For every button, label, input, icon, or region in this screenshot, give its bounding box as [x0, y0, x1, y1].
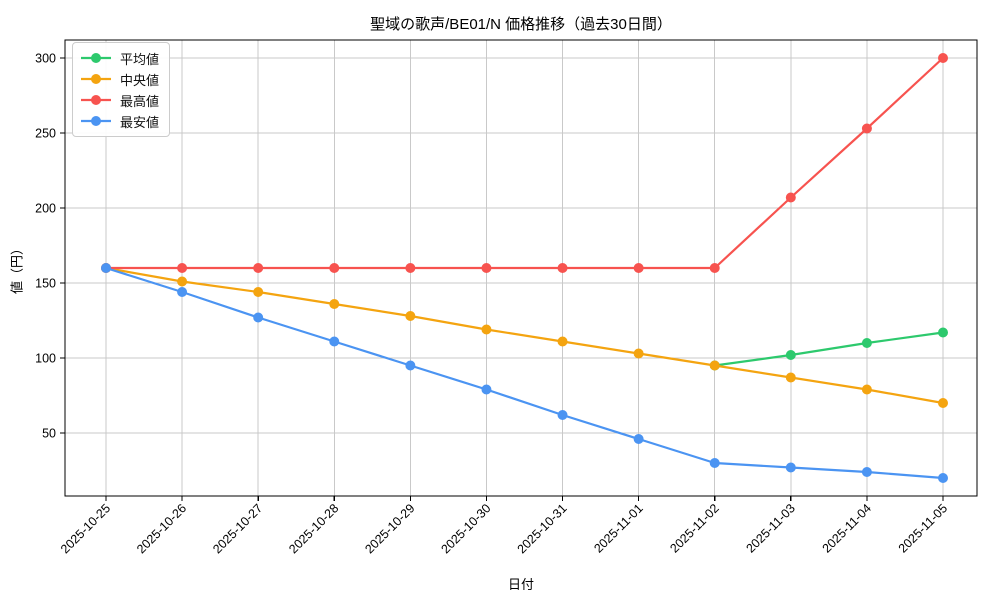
- min-line: [104, 266, 945, 480]
- min-point-2025-11-04: [861, 467, 872, 477]
- min-point-2025-11-01: [633, 434, 644, 444]
- legend-label-min: 最安値: [120, 114, 160, 130]
- min-point-2025-10-26: [177, 287, 188, 297]
- x-tick-label: 2025-10-31: [515, 501, 570, 556]
- x-tick-label: 2025-10-27: [210, 501, 265, 556]
- legend: 平均値中央値最高値最安値: [72, 42, 171, 137]
- min-point-2025-10-30: [481, 384, 492, 395]
- median-point-2025-10-27: [253, 287, 264, 297]
- legend-label-mean: 平均値: [120, 51, 160, 67]
- plot-border: [64, 39, 978, 497]
- max-point-2025-11-03: [785, 192, 796, 203]
- y-tick-label: 50: [42, 427, 56, 441]
- median-line: [104, 266, 945, 405]
- min-point-2025-10-31: [557, 410, 568, 420]
- median-legend-swatch-icon: [81, 74, 111, 84]
- max-point-2025-10-31: [557, 263, 568, 273]
- legend-label-median: 中央値: [120, 72, 160, 88]
- y-tick-label: 100: [35, 352, 56, 366]
- max-point-2025-11-01: [633, 263, 644, 273]
- legend-item-max: 最高値: [80, 90, 159, 110]
- y-tick-label: 200: [35, 202, 56, 216]
- median-point-2025-10-29: [405, 311, 416, 321]
- min-legend-swatch-icon: [81, 116, 111, 126]
- max-point-2025-10-27: [253, 263, 264, 273]
- legend-item-min: 最安値: [80, 111, 159, 131]
- x-tick-label: 2025-10-30: [438, 501, 493, 556]
- min-point-2025-10-28: [329, 336, 340, 347]
- max-point-2025-10-28: [329, 263, 340, 273]
- max-point-2025-11-02: [709, 263, 720, 273]
- x-tick-label: 2025-11-02: [667, 501, 721, 555]
- median-point-2025-10-31: [557, 336, 568, 347]
- y-tick-label: 300: [35, 52, 56, 66]
- mean-point-2025-11-03: [785, 350, 796, 360]
- x-tick-label: 2025-10-26: [134, 501, 189, 556]
- median-point-2025-11-05: [938, 398, 948, 408]
- median-point-2025-10-28: [329, 299, 340, 309]
- median-point-2025-10-26: [177, 276, 188, 287]
- median-point-2025-11-04: [861, 384, 872, 395]
- max-point-2025-11-05: [938, 53, 948, 63]
- x-tick-label: 2025-10-25: [58, 501, 113, 556]
- max-legend-swatch-icon: [81, 95, 111, 105]
- mean-point-2025-11-04: [861, 338, 872, 348]
- x-tick-label: 2025-11-01: [591, 501, 645, 555]
- x-tick-label: 2025-11-03: [743, 501, 797, 555]
- median-point-2025-11-02: [709, 360, 720, 371]
- x-tick-label: 2025-10-29: [362, 501, 417, 556]
- chart-title: 聖域の歌声/BE01/N 価格推移（過去30日間）: [370, 16, 672, 33]
- legend-label-max: 最高値: [120, 93, 160, 109]
- max-point-2025-11-04: [861, 123, 872, 134]
- min-point-2025-11-03: [785, 462, 796, 473]
- min-point-2025-10-27: [253, 312, 264, 323]
- min-point-2025-10-25: [101, 263, 111, 273]
- median-point-2025-11-03: [785, 372, 796, 383]
- mean-line: [713, 331, 945, 367]
- x-tick-label: 2025-10-28: [286, 501, 341, 556]
- max-line: [104, 56, 945, 270]
- max-point-2025-10-29: [405, 263, 416, 273]
- x-axis-label: 日付: [507, 577, 534, 592]
- mean-point-2025-11-05: [938, 327, 948, 338]
- legend-item-median: 中央値: [80, 69, 159, 89]
- max-point-2025-10-30: [481, 263, 492, 273]
- legend-item-mean: 平均値: [80, 48, 159, 68]
- y-tick-label: 150: [35, 277, 56, 291]
- median-point-2025-10-30: [481, 324, 492, 335]
- min-point-2025-11-05: [938, 473, 948, 483]
- x-tick-label: 2025-11-05: [896, 501, 950, 555]
- x-tick-label: 2025-11-04: [820, 501, 874, 555]
- mean-legend-swatch-icon: [81, 53, 111, 63]
- min-point-2025-11-02: [709, 458, 720, 468]
- y-axis-label: 値（円）: [9, 241, 25, 295]
- median-point-2025-11-01: [633, 348, 644, 359]
- y-tick-label: 250: [35, 127, 56, 141]
- min-point-2025-10-29: [405, 360, 416, 371]
- max-point-2025-10-26: [177, 263, 188, 273]
